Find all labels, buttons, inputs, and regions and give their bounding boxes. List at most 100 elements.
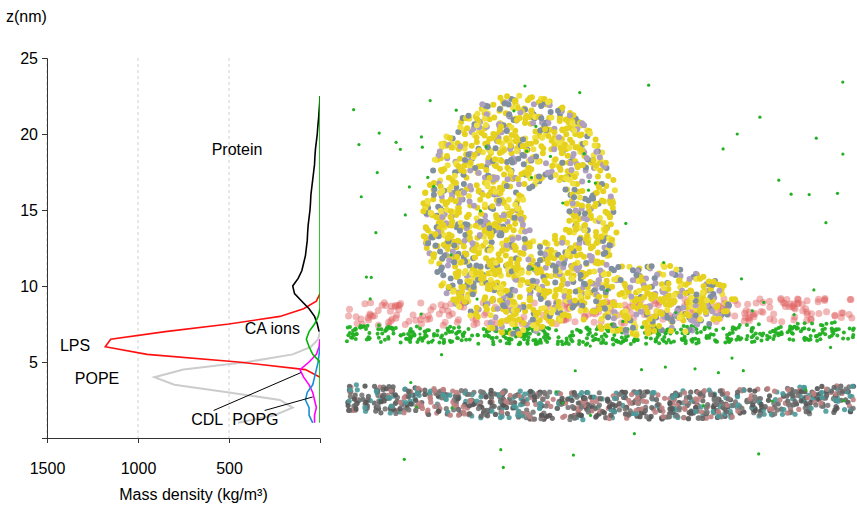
lipid-bead	[726, 396, 731, 401]
ion-bead	[411, 330, 415, 334]
lipid-bead	[824, 386, 829, 391]
ion-bead	[379, 340, 383, 344]
ion-bead	[526, 342, 530, 346]
lipid-bead	[602, 410, 607, 415]
ion-bead	[380, 331, 384, 335]
ion-bead	[462, 331, 466, 335]
lipid-bead	[842, 407, 847, 412]
lipid-bead	[635, 396, 640, 401]
ion-bead	[432, 334, 436, 338]
ion-bead	[476, 333, 480, 337]
tick: 1500	[30, 438, 66, 477]
lipid-bead	[555, 406, 560, 411]
lipid-bead	[505, 411, 510, 416]
lipid-bead	[347, 398, 352, 403]
ion-bead	[354, 337, 358, 341]
ion-bead	[802, 326, 806, 330]
lipid-bead	[383, 406, 388, 411]
lipid-bead	[388, 404, 393, 409]
ion-bead	[522, 337, 526, 341]
ion-bead	[554, 328, 558, 332]
lipid-bead	[669, 406, 674, 411]
lipid-bead	[823, 409, 828, 414]
lipid-bead	[682, 405, 687, 410]
lipid-bead	[413, 398, 418, 403]
ion-bead	[777, 326, 781, 330]
tick-label: 25	[20, 50, 38, 67]
lipid-bead	[560, 415, 565, 420]
lipid-bead	[688, 390, 693, 395]
lipid-bead	[644, 399, 649, 404]
ion-bead	[814, 335, 818, 339]
lipid-bead	[634, 411, 639, 416]
lps-bead	[766, 315, 773, 322]
protein-bead	[676, 278, 682, 284]
ion-bead	[714, 339, 718, 343]
lipid-bead	[508, 393, 513, 398]
lipid-bead	[381, 392, 386, 397]
ion-bead	[846, 337, 850, 341]
lipid-bead	[763, 404, 768, 409]
ion-bead	[454, 332, 458, 336]
tick-mark	[42, 362, 47, 363]
lipid-bead	[804, 409, 809, 414]
lipid-bead	[416, 386, 421, 391]
lipid-bead	[448, 413, 453, 418]
ion-bead	[468, 337, 472, 341]
ion-bead	[446, 327, 450, 331]
ion-bead	[392, 332, 396, 336]
lipid-bead	[634, 391, 639, 396]
lipid-bead	[555, 406, 560, 411]
lipid-bead	[407, 389, 412, 394]
lipid-bead	[467, 411, 472, 416]
lipid-bead	[617, 392, 622, 397]
lipid-bead	[626, 412, 631, 417]
lipid-bead	[362, 383, 367, 388]
ion-bead	[654, 337, 658, 341]
ion-bead	[823, 332, 827, 336]
ion-bead	[755, 336, 759, 340]
lipid-bead	[540, 396, 545, 401]
lipid-bead	[714, 401, 719, 406]
tick-label: 15	[20, 202, 38, 219]
lps-bead	[743, 307, 750, 314]
lipid-bead	[843, 386, 848, 391]
ion-bead	[437, 341, 441, 345]
ion-bead	[807, 327, 811, 331]
lipid-bead	[715, 396, 720, 401]
ion-bead	[818, 337, 822, 341]
lipid-bead	[714, 402, 719, 407]
ion-bead	[714, 339, 718, 343]
lipid-bead	[393, 411, 398, 416]
lipid-bead	[406, 389, 411, 394]
lipid-bead	[791, 402, 796, 407]
tick-mark	[42, 58, 47, 59]
lipid-bead	[414, 403, 419, 408]
lipid-bead	[570, 404, 575, 409]
lipid-bead	[579, 404, 584, 409]
ion-bead	[359, 325, 363, 329]
ion-bead	[765, 334, 769, 338]
ion-bead	[751, 334, 755, 338]
lipid-bead	[565, 405, 570, 410]
ion-bead	[675, 331, 679, 335]
lipid-bead	[731, 403, 736, 408]
lipid-bead	[833, 397, 838, 402]
lps-bead	[731, 312, 738, 319]
lps-bead	[794, 300, 801, 307]
ion-bead	[490, 336, 494, 340]
ion-bead	[475, 333, 479, 337]
lipid-bead	[372, 384, 377, 389]
lipid-bead	[662, 396, 667, 401]
ion-bead	[365, 338, 369, 342]
ion-bead	[809, 334, 813, 338]
lipid-bead	[560, 399, 565, 404]
lipid-bead	[468, 412, 473, 417]
lps-bead	[445, 308, 452, 315]
ion-bead	[534, 342, 538, 346]
ion-bead	[788, 337, 792, 341]
lipid-bead	[780, 391, 785, 396]
ion-bead	[603, 332, 607, 336]
lipid-bead	[708, 392, 713, 397]
ion-bead	[585, 336, 589, 340]
